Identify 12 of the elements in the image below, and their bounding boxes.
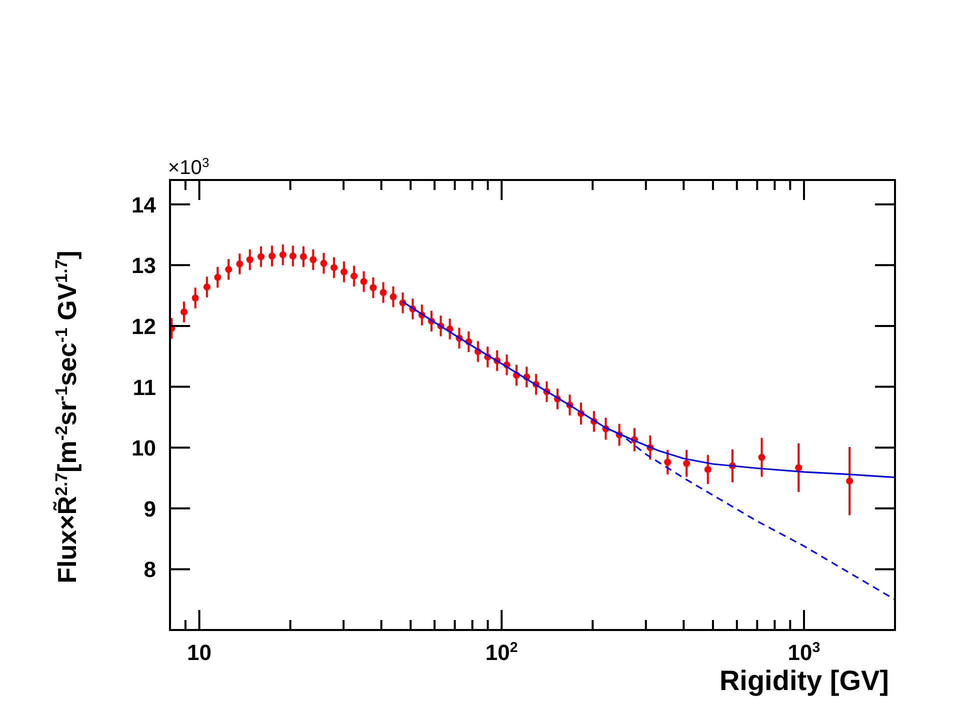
x-tick-label: 10 [187,640,212,665]
x-tick-label: 10$^{2}$ [485,640,518,665]
x-axis-title: Rigidity [GV] [719,665,889,696]
y-tick-label: 12 [132,314,156,339]
y-tick-label: 11 [132,374,156,400]
y-tick-label: 13 [132,253,156,278]
y-tick-label: 9 [144,496,156,522]
y-tick-label: 10 [132,436,156,461]
x-tick-label: 10$^{3}$ [788,640,820,665]
text: ×10$^{3}$ [168,154,210,179]
y-tick-label: 14 [132,192,157,218]
y-tick-label: 8 [144,557,156,582]
